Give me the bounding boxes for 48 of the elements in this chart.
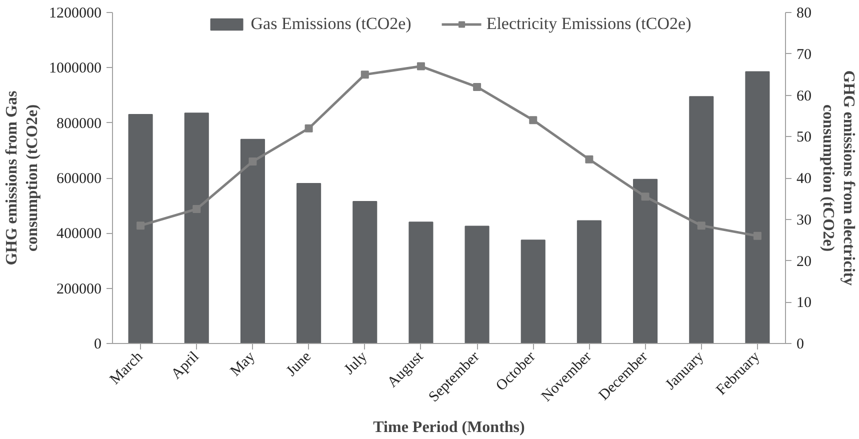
point bbox=[585, 155, 594, 164]
y2-tick-label: 40 bbox=[796, 171, 812, 187]
bar bbox=[296, 183, 322, 344]
y-tick-label: 0 bbox=[94, 336, 102, 352]
y2-tick-label: 70 bbox=[796, 46, 812, 63]
y2-tick-label: 30 bbox=[796, 212, 812, 228]
bar bbox=[408, 222, 434, 344]
y-tick-label: 1000000 bbox=[49, 60, 102, 77]
y2-tick-label: 60 bbox=[796, 88, 812, 104]
bar bbox=[576, 220, 602, 344]
y-axis-title: GHG emissions from Gas consumption (tCO2e) bbox=[4, 90, 41, 266]
bar bbox=[240, 138, 265, 344]
point bbox=[473, 82, 482, 91]
y2-tick-label: 10 bbox=[796, 295, 812, 312]
y-tick-label: 200000 bbox=[56, 281, 102, 298]
x-tick-label: May bbox=[228, 348, 259, 380]
bar bbox=[633, 178, 658, 344]
bar bbox=[689, 96, 714, 344]
point bbox=[192, 205, 201, 214]
y2-tick-label: 0 bbox=[796, 336, 804, 352]
point bbox=[697, 222, 706, 230]
point bbox=[753, 232, 762, 240]
y2-axis-title: GHG emissions from electricity consumption (tCO2e) bbox=[820, 70, 857, 286]
point bbox=[304, 124, 313, 132]
point bbox=[529, 116, 538, 124]
y-tick-label: 600000 bbox=[56, 171, 102, 187]
legend-label: Electricity Emissions (tCO2e) bbox=[486, 14, 692, 34]
point bbox=[248, 157, 257, 166]
x-tick-label: July bbox=[342, 348, 371, 378]
point bbox=[641, 192, 650, 201]
legend-label: Gas Emissions (tCO2e) bbox=[250, 14, 412, 34]
bar bbox=[745, 71, 770, 344]
bar bbox=[520, 240, 546, 344]
y2-tick-label: 80 bbox=[796, 6, 812, 22]
y2-tick-label: 20 bbox=[796, 254, 812, 270]
x-tick-label: June bbox=[284, 348, 315, 380]
bar bbox=[464, 226, 490, 344]
bar bbox=[352, 200, 378, 344]
point bbox=[136, 222, 145, 230]
bar bbox=[184, 112, 209, 344]
y-tick-label: 800000 bbox=[56, 116, 102, 132]
point bbox=[360, 70, 369, 79]
x-axis-title: Time Period (Months) bbox=[373, 419, 525, 436]
y-tick-label: 1200000 bbox=[49, 6, 102, 22]
point bbox=[416, 62, 425, 70]
bar bbox=[128, 114, 153, 344]
y2-tick-label: 50 bbox=[796, 130, 812, 146]
y-tick-label: 400000 bbox=[56, 226, 102, 242]
